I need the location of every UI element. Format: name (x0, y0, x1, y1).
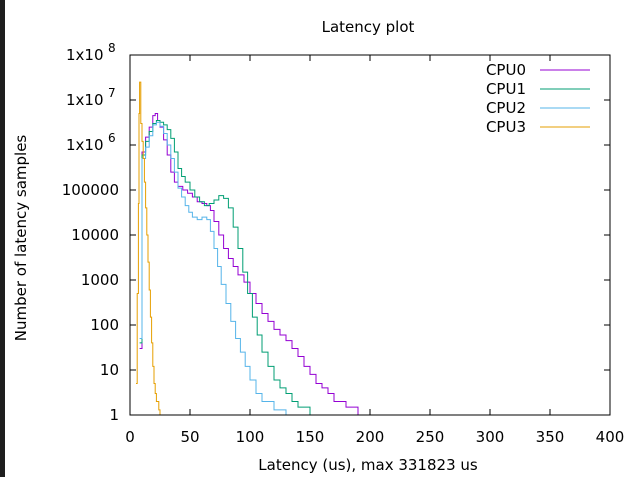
y-tick-label: 1x10 (66, 91, 104, 109)
x-tick-label: 350 (536, 428, 565, 446)
series-line-cpu0 (139, 113, 359, 415)
legend-label: CPU2 (486, 99, 526, 117)
legend-label: CPU0 (486, 61, 526, 79)
x-axis-label: Latency (us), max 331823 us (258, 456, 478, 474)
window-edge (0, 0, 5, 477)
y-tick-label: 100000 (62, 181, 119, 199)
x-tick-label: 400 (596, 428, 625, 446)
chart-title: Latency plot (322, 18, 415, 36)
y-tick-exponent: 6 (108, 131, 116, 145)
series-line-cpu2 (139, 121, 287, 415)
y-tick-label: 10000 (71, 226, 119, 244)
x-tick-label: 150 (296, 428, 325, 446)
x-tick-label: 0 (125, 428, 135, 446)
legend-label: CPU3 (486, 118, 526, 136)
y-tick-label: 1x10 (66, 46, 104, 64)
y-tick-label: 100 (90, 316, 119, 334)
y-tick-label: 10 (100, 361, 119, 379)
y-tick-label: 1x10 (66, 136, 104, 154)
y-tick-label: 1 (109, 406, 119, 424)
y-tick-exponent: 7 (108, 86, 116, 100)
series-line-cpu1 (139, 120, 311, 415)
x-tick-label: 300 (476, 428, 505, 446)
x-tick-label: 200 (356, 428, 385, 446)
x-tick-label: 250 (416, 428, 445, 446)
series-line-cpu3 (136, 81, 161, 415)
y-axis-label: Number of latency samples (12, 135, 30, 342)
axis-ticks: 0 50 100 150 200 250 300 350 400 1 10 100 1000 10000 1… (62, 41, 625, 446)
legend-label: CPU1 (486, 80, 526, 98)
y-tick-label: 1000 (81, 271, 119, 289)
y-tick-exponent: 8 (108, 41, 116, 55)
x-tick-label: 50 (180, 428, 199, 446)
data-series (136, 81, 359, 415)
x-tick-label: 100 (236, 428, 265, 446)
plot-frame (129, 54, 611, 416)
